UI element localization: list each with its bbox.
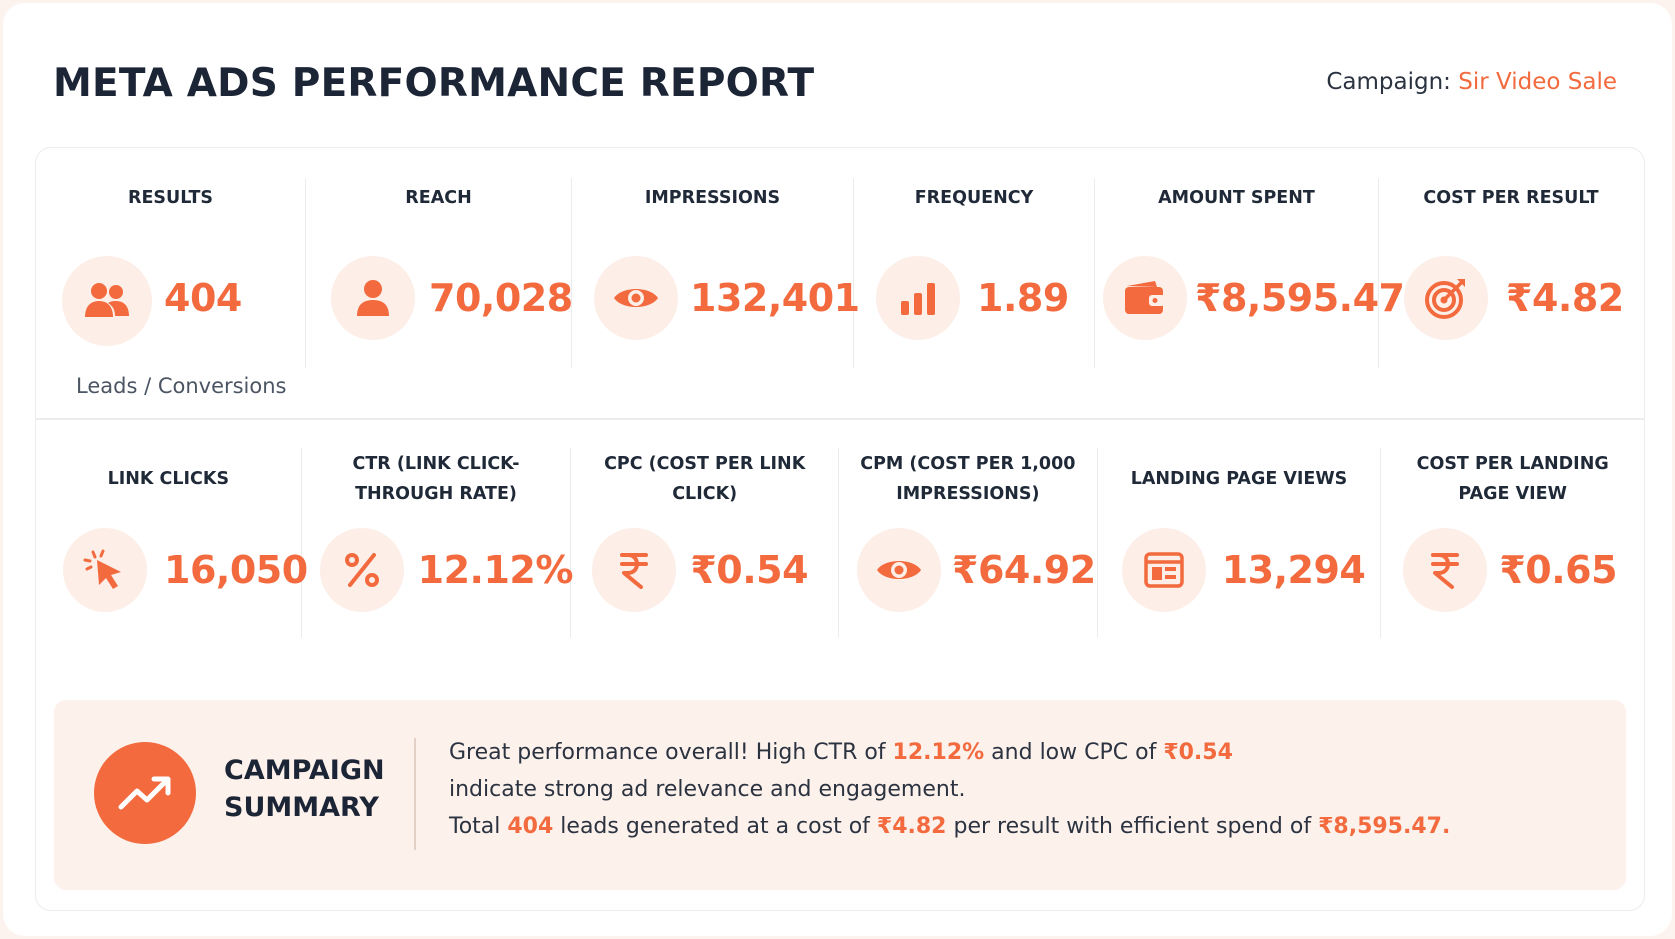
metric-label: AMOUNT SPENT — [1158, 188, 1315, 208]
browser-window-icon — [1121, 528, 1206, 612]
metric-label: IMPRESSIONS — [644, 188, 781, 208]
metric-value: 16,050 — [164, 548, 308, 592]
target-icon — [1404, 256, 1488, 340]
summary-line-2: indicate strong ad relevance and engagem… — [449, 777, 966, 802]
summary-text-segment: and low CPC of — [984, 740, 1164, 765]
metric-value: ₹0.54 — [690, 548, 809, 592]
metric-card-link-clicks: LINK CLICKS 16,050 — [36, 448, 308, 638]
summary-leads-highlight: 404 — [507, 814, 554, 839]
metric-label: COST PER LANDING PAGE VIEW — [1416, 454, 1609, 504]
metrics-panel: RESULTS 404 Leads / Conversions REACH — [35, 147, 1645, 911]
bar-chart-icon — [876, 256, 960, 340]
cursor-click-icon — [63, 528, 147, 612]
metric-card-cost-per-result: COST PER RESULT ₹4.82 — [1379, 178, 1643, 368]
metrics-row-2: LINK CLICKS 16,050 CTR (LINK CLICK-THROU… — [36, 448, 1644, 638]
report-page: META ADS PERFORMANCE REPORT Campaign: Si… — [3, 3, 1672, 936]
metric-card-cost-per-landing-page-view: COST PER LANDING PAGE VIEW ₹0.65 — [1381, 448, 1644, 638]
metric-label: CTR (LINK CLICK-THROUGH RATE) — [352, 454, 520, 504]
campaign-summary: CAMPAIGN SUMMARY Great performance overa… — [54, 700, 1626, 890]
metric-value: 13,294 — [1221, 548, 1366, 592]
summary-title: CAMPAIGN SUMMARY — [224, 755, 385, 823]
summary-line-1: Great performance overall! High CTR of 1… — [449, 734, 1599, 771]
eye-icon — [594, 256, 678, 340]
campaign-name: Sir Video Sale — [1458, 69, 1617, 95]
metric-card-results: RESULTS 404 Leads / Conversions — [36, 178, 306, 398]
metric-value: 132,401 — [690, 276, 860, 320]
metric-card-ctr: CTR (LINK CLICK-THROUGH RATE) 12.12% — [302, 448, 574, 638]
summary-ctr-highlight: 12.12% — [892, 740, 985, 765]
summary-text-segment: per result with efficient spend of — [946, 814, 1319, 839]
metric-subtitle: Leads / Conversions — [76, 374, 287, 398]
summary-cpr-highlight: ₹4.82 — [876, 814, 947, 839]
metric-card-reach: REACH 70,028 — [306, 178, 573, 368]
people-icon — [62, 256, 152, 346]
summary-cpc-highlight: ₹0.54 — [1163, 740, 1233, 765]
metric-value: ₹0.65 — [1499, 548, 1618, 592]
campaign-info: Campaign: Sir Video Sale — [1326, 69, 1617, 95]
metric-value: 70,028 — [429, 276, 573, 320]
metric-card-landing-page-views: LANDING PAGE VIEWS 13,294 — [1098, 448, 1382, 638]
metric-card-frequency: FREQUENCY 1.89 — [854, 178, 1095, 368]
eye-icon — [857, 528, 942, 612]
metrics-row-1: RESULTS 404 Leads / Conversions REACH — [36, 178, 1644, 398]
metric-value: 12.12% — [417, 548, 574, 592]
metric-label: CPM (COST PER 1,000 IMPRESSIONS) — [860, 454, 1076, 504]
metric-value: ₹64.92 — [952, 548, 1096, 592]
metric-card-impressions: IMPRESSIONS 132,401 — [572, 178, 860, 368]
metric-value: 404 — [164, 276, 242, 320]
summary-line-3: Total 404 leads generated at a cost of ₹… — [449, 808, 1599, 845]
wallet-icon — [1103, 256, 1187, 340]
metric-value: 1.89 — [977, 276, 1069, 320]
metric-card-cpc: CPC (COST PER LINK CLICK) ₹0.54 — [571, 448, 840, 638]
summary-text-segment: leads generated at a cost of — [553, 814, 877, 839]
trending-up-icon — [94, 742, 196, 844]
summary-text-segment: Great performance overall! High CTR of — [449, 740, 893, 765]
rupee-icon — [592, 528, 677, 612]
metric-card-amount-spent: AMOUNT SPENT ₹8,595.47 — [1095, 178, 1405, 368]
summary-text: Great performance overall! High CTR of 1… — [449, 734, 1599, 845]
metric-value: ₹4.82 — [1506, 276, 1624, 320]
metric-value: ₹8,595.47 — [1195, 276, 1405, 320]
metric-label: RESULTS — [127, 188, 214, 208]
summary-divider — [414, 738, 416, 850]
summary-text-segment: Total — [449, 814, 508, 839]
rupee-icon — [1403, 528, 1488, 612]
metric-label: REACH — [405, 188, 472, 208]
page-title: META ADS PERFORMANCE REPORT — [53, 61, 815, 106]
metric-label: LINK CLICKS — [107, 469, 230, 489]
report-header: META ADS PERFORMANCE REPORT Campaign: Si… — [53, 61, 1617, 111]
percent-icon — [319, 528, 404, 612]
metric-label: CPC (COST PER LINK CLICK) — [604, 454, 806, 504]
metric-card-cpm: CPM (COST PER 1,000 IMPRESSIONS) ₹64.92 — [839, 448, 1098, 638]
metric-label: LANDING PAGE VIEWS — [1130, 469, 1348, 489]
row-divider — [36, 418, 1644, 420]
campaign-label: Campaign: — [1326, 69, 1451, 95]
summary-spend-highlight: ₹8,595.47. — [1318, 814, 1451, 839]
metric-label: COST PER RESULT — [1423, 188, 1599, 208]
person-icon — [331, 256, 415, 340]
metric-label: FREQUENCY — [914, 188, 1034, 208]
